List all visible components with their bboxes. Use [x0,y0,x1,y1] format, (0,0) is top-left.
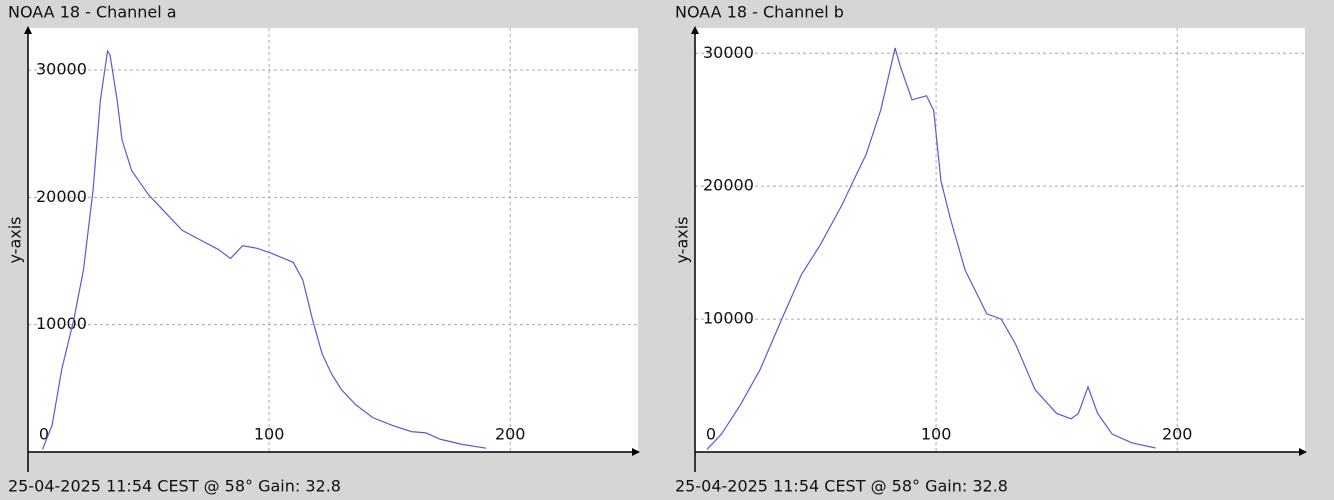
x-axis-arrow [1299,448,1307,456]
x-tick-label: 200 [495,425,526,444]
y-tick-label: 10000 [703,309,754,328]
data-line [706,47,1156,450]
x-tick-label: 0 [39,425,49,444]
plot-area [28,28,638,452]
x-axis-arrow [632,448,640,456]
x-tick-label: 200 [1162,425,1193,444]
footer: 25-04-2025 11:54 CEST @ 58° Gain: 32.8 [8,477,341,496]
y-tick-label: 20000 [703,176,754,195]
y-tick-label: 10000 [36,314,87,333]
y-axis-arrow [691,26,699,34]
data-line [41,49,487,450]
x-tick-label: 100 [254,425,285,444]
y-tick-label: 30000 [36,60,87,79]
x-tick-label: 0 [706,425,716,444]
y-tick-label: 30000 [703,43,754,62]
y-axis-label: y-axis [673,216,692,263]
footer: 25-04-2025 11:54 CEST @ 58° Gain: 32.8 [675,477,1008,496]
chart-title: NOAA 18 - Channel a [8,3,177,22]
chart-title: NOAA 18 - Channel b [675,3,844,22]
x-tick-label: 100 [921,425,952,444]
y-axis-label: y-axis [6,216,25,263]
y-tick-label: 20000 [36,187,87,206]
y-axis-arrow [24,26,32,34]
plot-area [695,28,1305,452]
